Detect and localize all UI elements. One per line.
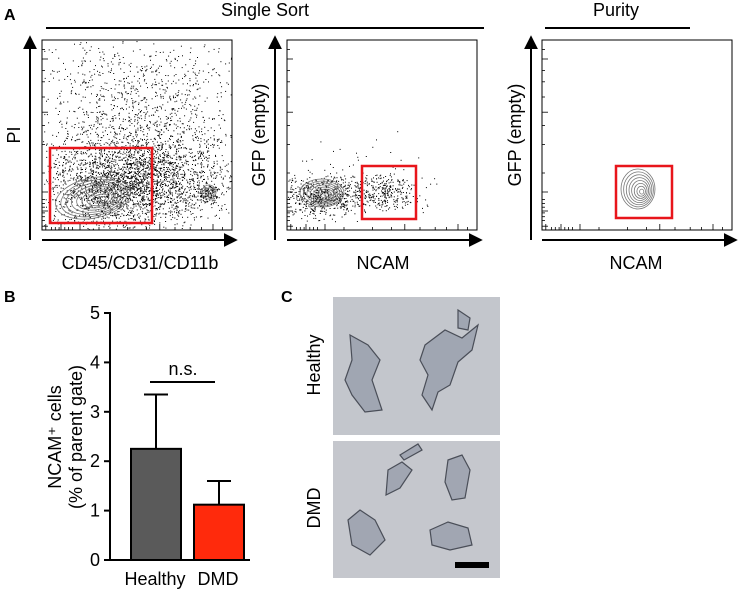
y-label-plot-2: GFP (empty) (249, 84, 269, 187)
micrograph-healthy (333, 297, 500, 435)
panel-c-letter: C (281, 289, 293, 306)
panel-b-letter: B (4, 289, 16, 306)
contour-lines-plot-3 (620, 168, 656, 210)
flow-plot-2: NCAM GFP (empty) (249, 35, 483, 273)
axis-ticks-plot-1 (42, 49, 223, 230)
bar-chart: NCAM⁺ cells (% of parent gate) 0 1 2 3 4 5 Hea… (45, 303, 250, 589)
row-label-healthy: Healthy (304, 334, 324, 395)
row-label-dmd: DMD (304, 488, 324, 529)
flow-plot-1: CD45/CD31/CD11b PI (4, 35, 238, 273)
bar-y-label-line-2: (% of parent gate) (66, 365, 86, 509)
single-sort-title: Single Sort (221, 0, 309, 20)
y-label-plot-1: PI (4, 126, 24, 143)
flow-plot-3: NCAM GFP (empty) (505, 35, 738, 273)
dmd-cells (347, 443, 473, 556)
gate-box-plot-1 (48, 146, 154, 225)
bar-y-tick-label: 4 (90, 352, 100, 372)
micrograph-dmd-background (333, 441, 500, 578)
bar-y-tick-label: 2 (90, 451, 100, 471)
contour-lines-plot-1 (55, 176, 217, 220)
gate-box-plot-2 (360, 164, 418, 221)
x-label-plot-2: NCAM (357, 253, 410, 273)
purity-title: Purity (593, 0, 639, 20)
bar-healthy (130, 447, 182, 562)
healthy-cells (344, 308, 479, 413)
bar-y-tick-label: 1 (90, 501, 100, 521)
bar-y-tick-label: 3 (90, 402, 100, 422)
y-label-plot-3: GFP (empty) (505, 84, 525, 187)
significance-label: n.s. (168, 359, 197, 379)
scale-bar (455, 562, 489, 568)
axis-ticks-plot-2 (287, 49, 468, 230)
x-label-plot-1: CD45/CD31/CD11b (62, 253, 219, 273)
micrograph-dmd (333, 441, 500, 578)
x-label-plot-3: NCAM (610, 253, 663, 273)
bar-category-label: DMD (198, 569, 239, 589)
contour-lines-plot-2 (299, 178, 345, 208)
bar-dmd (193, 503, 245, 561)
panel-a-letter: A (4, 7, 16, 24)
axis-ticks-plot-3 (542, 49, 723, 230)
significance-annotation: n.s. (150, 359, 215, 383)
bar-category-label: Healthy (124, 569, 185, 589)
bar-y-label-line-1: NCAM⁺ cells (45, 385, 65, 489)
gate-box-plot-3 (614, 164, 674, 220)
bar-y-tick-label: 0 (90, 550, 100, 570)
bar-y-tick-label: 5 (90, 303, 100, 323)
